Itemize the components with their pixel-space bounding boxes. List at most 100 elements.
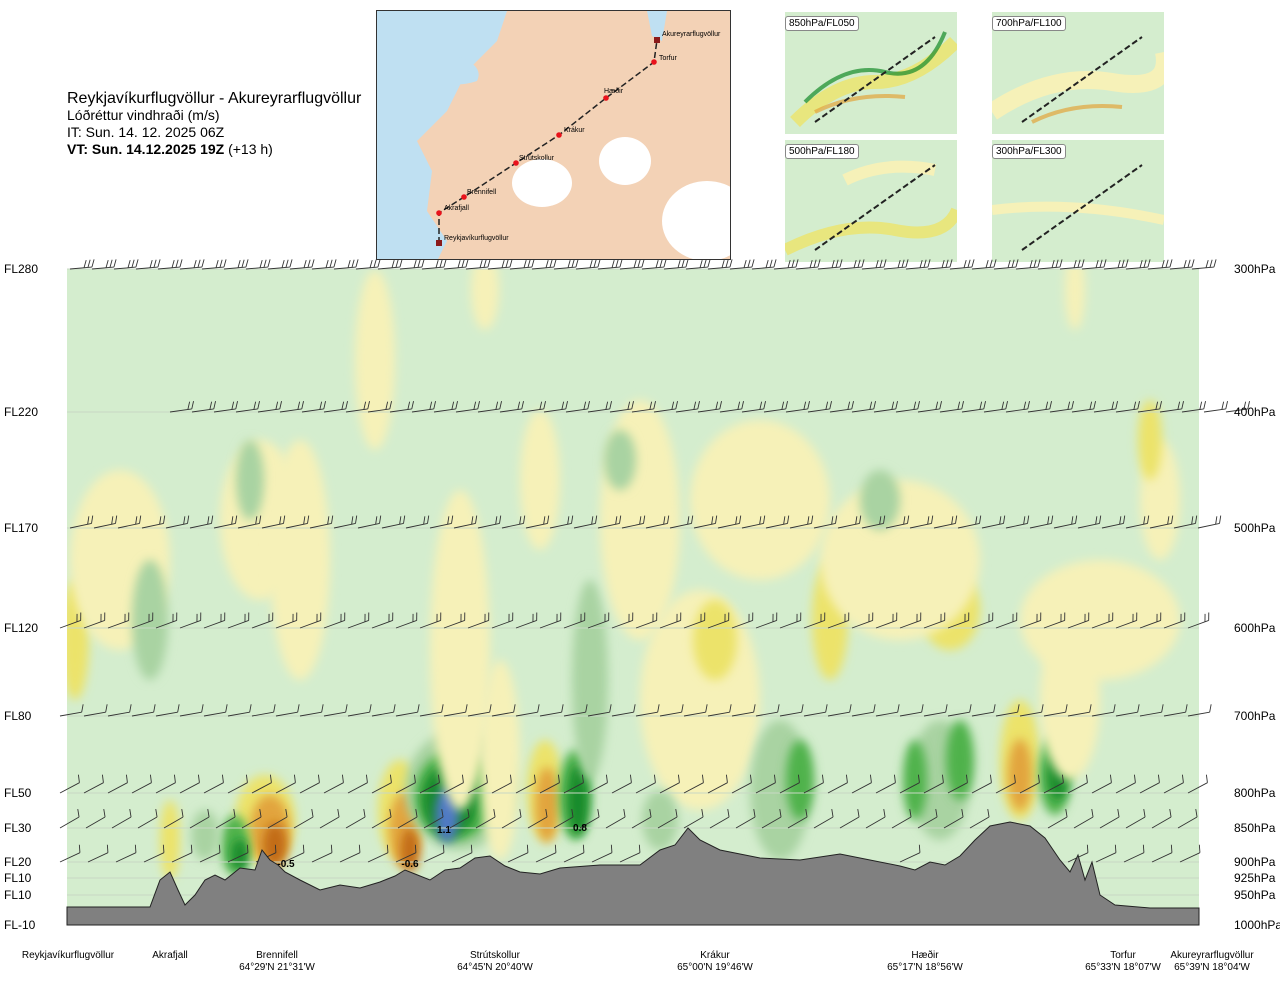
flight-level-label: FL50: [4, 786, 32, 800]
thumb-label: 700hPa/FL100: [992, 16, 1066, 31]
wind-barb: [787, 809, 808, 829]
wind-barb: [1015, 259, 1041, 270]
thumb-500-svg: [785, 140, 957, 262]
thumb-300hpa: 300hPa/FL300: [992, 140, 1164, 262]
wind-barb: [755, 704, 780, 717]
wind-barb: [1091, 774, 1112, 794]
wind-barb: [491, 774, 512, 794]
wind-barb: [371, 809, 392, 829]
wind-barb: [917, 809, 938, 829]
wind-barb: [1027, 401, 1052, 413]
wind-barb: [203, 612, 226, 629]
wind-barb: [117, 515, 142, 529]
pressure-level-label: 400hPa: [1234, 405, 1276, 419]
wind-barb: [419, 704, 444, 717]
wind-field-cell: [604, 430, 636, 490]
value-annotation: 0.8: [573, 823, 587, 834]
map-glacier-hofsjokull: [599, 137, 651, 185]
wind-barb: [237, 515, 262, 529]
wind-barb: [993, 259, 1019, 270]
wind-field-cell: [690, 420, 830, 580]
wind-barb: [171, 844, 193, 863]
wind-field-cell: [642, 790, 678, 850]
wind-barb: [1159, 401, 1184, 413]
map-route-line: [438, 39, 658, 243]
wind-barb: [189, 809, 210, 829]
wind-barb: [1151, 844, 1173, 863]
wind-barb: [971, 774, 992, 794]
wind-barb: [179, 704, 204, 717]
wind-barb: [1047, 809, 1068, 829]
wind-barb: [1139, 704, 1164, 717]
wind-barb: [491, 704, 516, 717]
wind-barb: [1177, 809, 1198, 829]
wind-barb: [1169, 259, 1195, 270]
wind-barb: [875, 612, 898, 629]
wind-field-cell: [1138, 400, 1162, 480]
wind-barb: [201, 259, 227, 270]
thumb-700-svg: [992, 12, 1164, 134]
wind-barb: [861, 515, 886, 529]
wind-barb: [421, 259, 447, 270]
wind-barb: [717, 515, 742, 529]
wind-barb: [371, 774, 392, 794]
wind-barb: [443, 612, 466, 629]
wind-barb: [227, 844, 249, 863]
wind-barb: [319, 809, 340, 829]
wind-barb: [59, 844, 81, 863]
map-waypoint-label: Krákur: [564, 127, 585, 134]
wind-barb: [1225, 401, 1250, 413]
wind-barb: [653, 401, 678, 413]
wind-barb: [367, 401, 392, 413]
wind-barb: [323, 612, 346, 629]
wind-barb: [1091, 704, 1116, 717]
wind-barb: [837, 515, 862, 529]
wind-barb: [323, 704, 348, 717]
wind-barb: [1005, 515, 1030, 529]
wind-barb: [683, 704, 708, 717]
wind-barb: [851, 774, 872, 794]
wind-barb: [371, 612, 394, 629]
wind-field-cell: [270, 440, 330, 680]
wind-barb: [1067, 704, 1092, 717]
wind-barb: [399, 259, 425, 270]
wind-barb: [943, 809, 964, 829]
wind-barb: [587, 704, 612, 717]
wind-barb: [59, 704, 84, 717]
map-glacier-langjokull: [512, 159, 572, 207]
wind-barb: [619, 844, 641, 863]
wind-barb: [707, 774, 728, 794]
wind-barb: [279, 401, 304, 413]
wind-barb: [501, 809, 522, 829]
wind-barb: [731, 612, 754, 629]
map-waypoint-marker: [461, 194, 467, 200]
wind-barb: [107, 774, 128, 794]
route-map-svg: Akureyrarflugvöllur Torfur Hæðir Krákur Strú…: [377, 11, 730, 259]
wind-barb: [683, 612, 706, 629]
wind-barb: [155, 774, 176, 794]
wind-barb: [755, 774, 776, 794]
wind-barb: [155, 704, 180, 717]
location-name: Torfur: [1110, 950, 1136, 961]
location-label: Brennifell 64°29'N 21°31'W: [227, 950, 327, 974]
wind-barb: [1197, 515, 1222, 529]
wind-barb: [93, 515, 118, 529]
wind-barb: [1029, 515, 1054, 529]
wind-barb: [755, 612, 778, 629]
wind-barb: [635, 704, 660, 717]
map-waypoint-label: Akureyrarflugvöllur: [662, 31, 721, 38]
wind-barb: [905, 259, 931, 270]
wind-barb: [1049, 401, 1074, 413]
wind-barb: [563, 844, 585, 863]
parameter-label: Lóðréttur vindhraði (m/s): [67, 107, 220, 123]
pressure-level-label: 1000hPa: [1234, 918, 1280, 932]
wind-barb: [763, 401, 788, 413]
wind-barb: [189, 515, 214, 529]
wind-field-cell: [355, 270, 395, 450]
thumb-label: 850hPa/FL050: [785, 16, 859, 31]
wind-barb: [813, 809, 834, 829]
wind-barb: [995, 774, 1016, 794]
wind-barb: [245, 259, 271, 270]
wind-barb: [883, 259, 909, 270]
wind-barb: [795, 259, 821, 270]
